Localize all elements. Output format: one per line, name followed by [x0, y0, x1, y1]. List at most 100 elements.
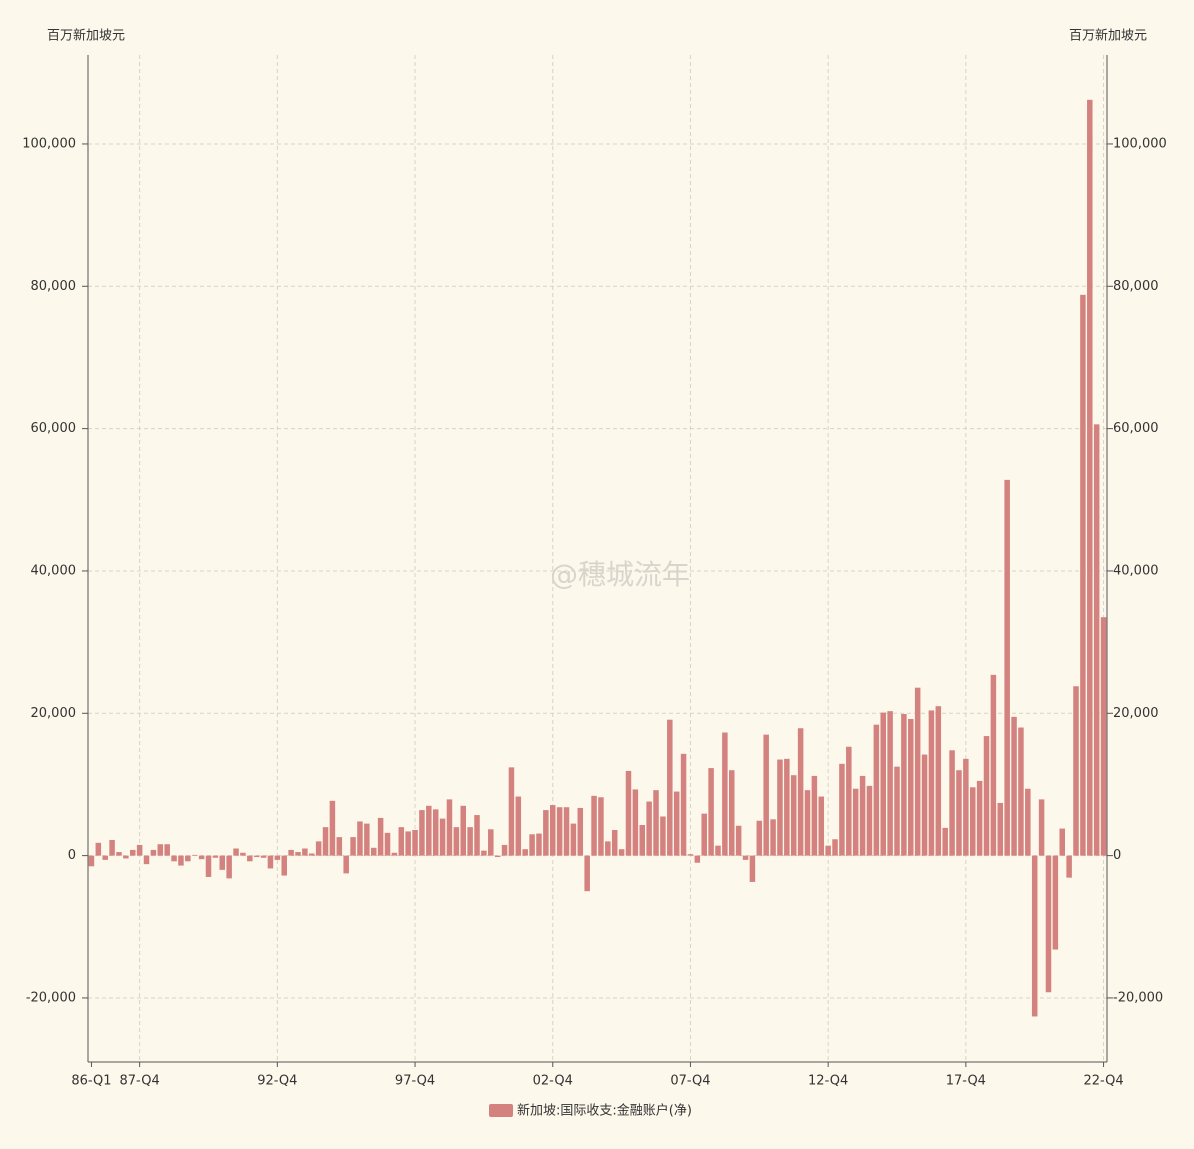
bar: [295, 852, 301, 856]
y-axis-label: 百万新加坡元: [47, 28, 125, 44]
bar: [364, 823, 370, 856]
bar: [543, 810, 549, 856]
bar: [921, 754, 928, 856]
bar: [1087, 99, 1093, 856]
bar: [171, 855, 177, 862]
bar: [398, 827, 405, 856]
bar: [357, 821, 363, 856]
x-tick-label: 07-Q4: [670, 1074, 710, 1089]
bar: [852, 788, 859, 856]
x-tick-label: 12-Q4: [808, 1074, 848, 1089]
bar: [247, 855, 253, 862]
bar: [660, 816, 666, 856]
bar: [1025, 788, 1031, 856]
bar: [474, 815, 480, 856]
bar: [460, 805, 466, 856]
y-tick-label: 40,000: [31, 563, 77, 578]
bar: [522, 849, 528, 856]
bar: [846, 746, 852, 856]
bar: [563, 807, 570, 856]
bar: [267, 855, 274, 869]
bar: [701, 813, 707, 856]
bar: [997, 802, 1004, 856]
bar: [343, 855, 349, 874]
bar: [866, 785, 873, 856]
bar: [1018, 727, 1024, 856]
bar: [694, 855, 701, 863]
bar: [501, 844, 508, 856]
bar: [797, 728, 804, 856]
bar: [309, 853, 315, 856]
x-tick-label: 02-Q4: [533, 1074, 573, 1089]
bar: [570, 823, 577, 856]
bar: [219, 855, 226, 870]
legend-label: 新加坡:国际收支:金融账户(净): [517, 1103, 692, 1119]
bar: [198, 855, 205, 860]
bar: [618, 849, 625, 856]
x-tick-label: 92-Q4: [257, 1074, 297, 1089]
bar: [536, 833, 542, 856]
bar: [894, 766, 900, 856]
bar: [976, 780, 983, 856]
bar: [240, 852, 246, 856]
bar: [832, 839, 838, 856]
bar: [735, 825, 742, 856]
bar: [556, 807, 563, 856]
bar: [515, 796, 522, 856]
bar: [680, 753, 687, 856]
bar: [784, 758, 790, 856]
y2-tick-label: 100,000: [1113, 136, 1167, 151]
bar: [1080, 294, 1086, 856]
bar: [983, 736, 990, 856]
bar: [729, 770, 735, 856]
bar: [488, 829, 494, 856]
bar: [949, 750, 955, 856]
bar: [859, 775, 866, 856]
bar: [942, 827, 948, 856]
bar: [136, 844, 143, 856]
bar: [673, 791, 680, 856]
bar: [315, 841, 322, 856]
bar: [584, 855, 590, 892]
bar: [722, 732, 728, 856]
bar: [818, 796, 825, 856]
bar: [935, 706, 942, 856]
y-tick-label: -20,000: [26, 990, 76, 1005]
bar: [529, 834, 535, 856]
bar: [591, 795, 597, 856]
y-tick-label: 100,000: [22, 136, 76, 151]
bar: [288, 849, 294, 856]
bar: [687, 854, 694, 856]
bar: [178, 855, 184, 866]
bar: [790, 775, 797, 856]
y2-tick-label: 40,000: [1113, 563, 1159, 578]
bar: [956, 770, 962, 856]
bar: [1004, 479, 1010, 856]
bar: [1093, 424, 1100, 856]
bar: [150, 849, 157, 856]
bar: [646, 801, 652, 856]
x-tick-label: 22-Q4: [1083, 1074, 1123, 1089]
bar: [419, 810, 425, 856]
bar: [1031, 855, 1038, 1017]
bar: [1038, 799, 1045, 856]
bar: [336, 837, 343, 856]
bar: [467, 827, 473, 856]
bar: [625, 770, 632, 856]
legend-swatch: [489, 1104, 513, 1117]
y2-axis-label: 百万新加坡元: [1069, 28, 1147, 44]
bar: [432, 809, 439, 856]
bar: [811, 775, 818, 856]
bar: [639, 825, 646, 856]
bar: [102, 855, 108, 860]
y2-tick-label: 80,000: [1113, 279, 1159, 294]
bar: [143, 855, 150, 865]
bar: [1100, 617, 1107, 856]
bar: [742, 855, 749, 860]
bar: [370, 847, 377, 856]
bar: [653, 790, 659, 856]
bar: [715, 845, 721, 856]
bar: [88, 855, 95, 867]
y-tick-label: 20,000: [31, 706, 77, 721]
